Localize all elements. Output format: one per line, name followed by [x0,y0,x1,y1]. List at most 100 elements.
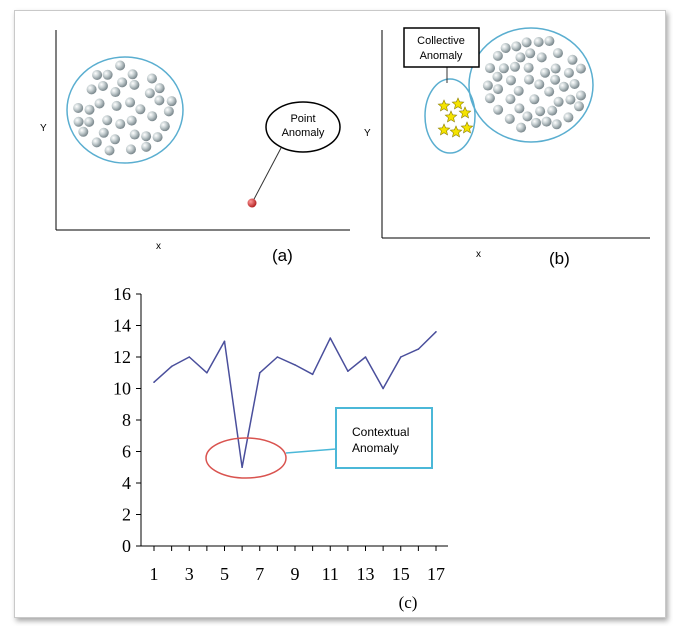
x-tick-label: 9 [291,564,300,584]
cluster-point [104,145,115,156]
data-point [241,466,243,469]
cluster-point [551,119,562,130]
x-tick-label: 17 [427,564,445,584]
cluster-point [126,115,137,126]
cluster-point [141,131,152,142]
cluster-point [492,71,503,82]
cluster-point [558,81,569,92]
cluster-point [492,50,503,61]
cluster-point [84,104,95,115]
y-tick-label: 8 [122,410,131,430]
cluster-point [531,117,542,128]
cluster-point [163,106,174,117]
cluster-point [102,115,113,126]
data-point [329,337,332,339]
cluster-point [154,83,165,94]
contextual-anomaly-leader [285,448,337,454]
panel-a-caption: (a) [272,246,293,265]
figure-frame [14,10,666,618]
collective-anomaly-callout [403,27,480,68]
cluster-point [98,127,109,138]
anomaly-star [437,123,451,136]
chart-series [153,331,437,469]
cluster-point [147,111,158,122]
cluster-point [125,144,136,155]
anomaly-star [451,97,465,110]
cluster-point [565,94,576,105]
x-tick-label: 3 [185,564,194,584]
x-tick-label: 5 [220,564,229,584]
data-point [311,373,314,376]
cluster-point [533,37,544,48]
panel-a-cluster-points [73,60,177,156]
cluster-point [482,80,493,91]
cluster-point [521,37,532,48]
data-point [258,371,261,374]
collective-anomaly-label-line1: Collective [417,35,465,47]
cluster-point [563,112,574,123]
y-tick-label: 0 [122,536,131,556]
panel-b-cluster-points [482,36,586,133]
cluster-point [125,97,136,108]
panel-b-x-label: x [476,249,481,260]
point-anomaly-callout [265,101,341,153]
collective-anomaly-outline [424,78,476,154]
panel-a-x-label: x [156,241,161,252]
anomaly-star [458,106,472,119]
cluster-point [505,75,516,86]
cluster-point [522,111,533,122]
cluster-point [514,103,525,114]
cluster-point [569,78,580,89]
panel-b-y-label: Y [364,128,371,139]
panel-a-y-label: Y [40,123,47,134]
cluster-point [111,100,122,111]
cluster-point [86,84,97,95]
point-anomaly-label-line2: Anomaly [282,127,325,139]
data-point [170,365,173,368]
cluster-point [493,104,504,115]
cluster-point [509,61,520,72]
contextual-anomaly-label-line2: Anomaly [352,441,399,455]
cluster-point [92,69,103,80]
y-tick-label: 14 [113,316,131,336]
data-point [153,381,155,384]
cluster-point [544,36,555,47]
cluster-point [484,93,495,104]
data-point [417,348,420,350]
x-tick-label: 7 [255,564,264,584]
cluster-point [154,95,165,106]
y-tick-label: 6 [122,442,131,462]
contextual-anomaly-label-line1: Contextual [352,425,409,439]
panel-b: Y x Collective Anomaly (b) [364,27,650,268]
data-point [347,370,349,372]
cluster-point [493,84,504,95]
cluster-point [91,137,102,148]
cluster-point [511,41,522,52]
data-point [206,371,208,374]
collective-anomaly-stars [437,97,474,138]
cluster-point [115,119,126,130]
cluster-point [166,96,177,107]
y-tick-label: 2 [122,505,131,525]
cluster-point [97,80,108,91]
cluster-point [94,98,105,109]
cluster-point [567,54,578,65]
cluster-point [563,67,574,78]
cluster-point [536,52,547,63]
cluster-point [525,48,536,59]
data-point [188,356,191,358]
cluster-point [575,63,586,74]
cluster-point [146,73,157,84]
anomaly-star [437,99,451,112]
y-tick-label: 12 [113,347,131,367]
cluster-point [102,69,113,80]
cluster-point [523,62,534,73]
cluster-point [110,87,121,98]
cluster-point [515,52,526,63]
anomaly-star [444,110,458,123]
cluster-point [129,79,140,90]
x-tick-label: 13 [357,564,375,584]
cluster-point [117,77,128,88]
